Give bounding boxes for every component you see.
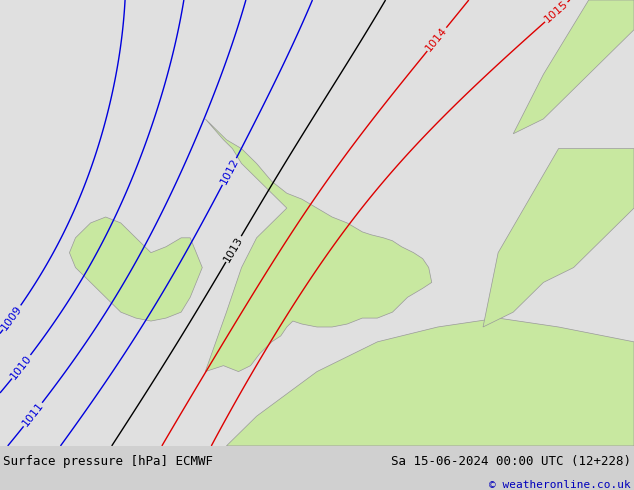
- Polygon shape: [205, 119, 432, 371]
- Text: 1014: 1014: [424, 25, 450, 53]
- Text: 1010: 1010: [9, 353, 34, 381]
- Text: Surface pressure [hPa] ECMWF: Surface pressure [hPa] ECMWF: [3, 455, 213, 468]
- Polygon shape: [483, 148, 634, 327]
- Text: 1009: 1009: [0, 303, 24, 332]
- Text: © weatheronline.co.uk: © weatheronline.co.uk: [489, 480, 631, 490]
- Text: 1015: 1015: [543, 0, 570, 25]
- Text: Sa 15-06-2024 00:00 UTC (12+228): Sa 15-06-2024 00:00 UTC (12+228): [391, 455, 631, 468]
- Polygon shape: [514, 0, 634, 134]
- Polygon shape: [226, 318, 634, 446]
- Text: 1013: 1013: [222, 234, 245, 264]
- Text: 1012: 1012: [219, 157, 240, 186]
- Polygon shape: [70, 217, 202, 321]
- Text: 1011: 1011: [20, 400, 46, 429]
